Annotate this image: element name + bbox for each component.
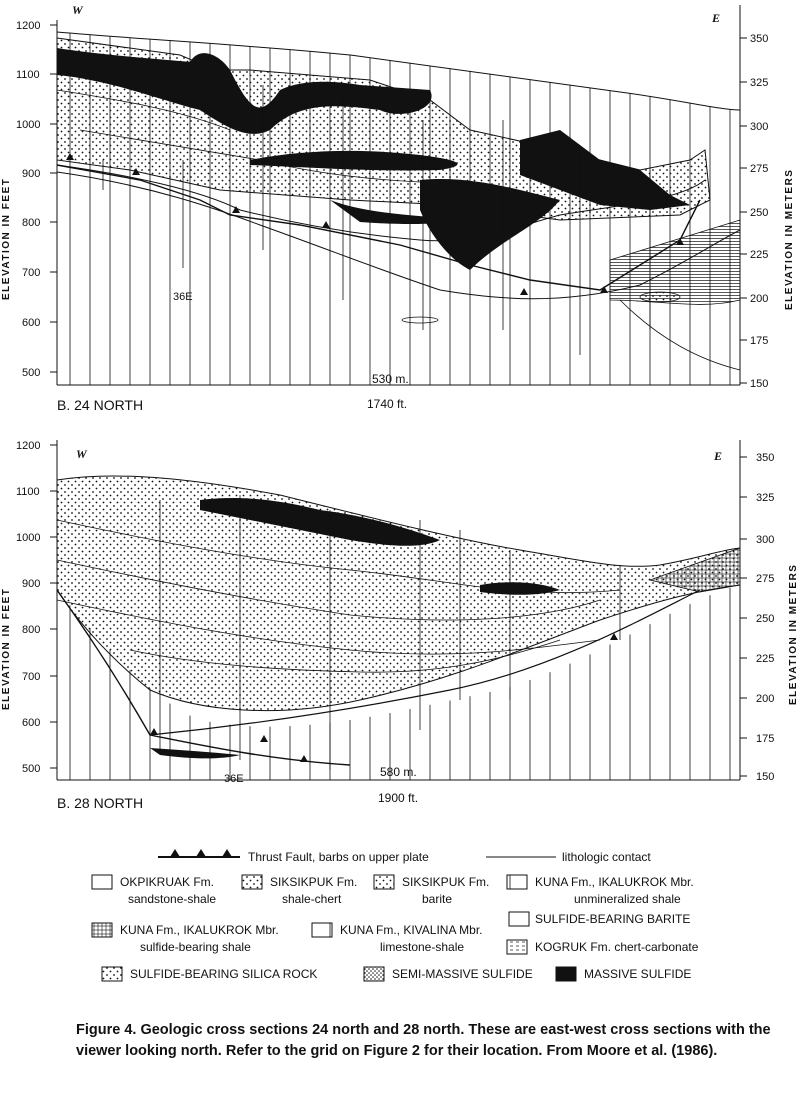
bottom-left-tick-900: 900 xyxy=(22,578,40,590)
right-axis-ticks xyxy=(740,456,747,777)
top-scale-feet: 1740 ft. xyxy=(367,397,407,411)
top-left-tick-800: 800 xyxy=(22,217,40,229)
top-left-tick-600: 600 xyxy=(22,317,40,329)
top-right-tick-300: 300 xyxy=(750,121,768,133)
left-axis-ticks xyxy=(50,24,57,373)
legend-siksikpuk-barite-line2: barite xyxy=(422,892,452,906)
bottom-left-tick-800: 800 xyxy=(22,624,40,636)
figure-caption-text: Geologic cross sections 24 north and 28 … xyxy=(76,1022,771,1059)
legend-thrust-fault: Thrust Fault, barbs on upper plate xyxy=(248,850,429,864)
top-left-tick-1100: 1100 xyxy=(16,69,40,81)
top-left-tick-1000: 1000 xyxy=(16,119,40,131)
bottom-scale-meters: 580 m. xyxy=(380,765,417,779)
figure-caption-label: Figure 4. xyxy=(76,1022,137,1038)
top-left-tick-1200: 1200 xyxy=(16,20,40,32)
legend-kivalina-line1: KUNA Fm., KIVALINA Mbr. xyxy=(340,923,482,937)
legend-siksikpuk-barite-line1: SIKSIKPUK Fm. xyxy=(402,875,489,889)
bottom-right-axis-label: ELEVATION IN METERS xyxy=(788,564,799,705)
legend-siksikpuk-shale-line1: SIKSIKPUK Fm. xyxy=(270,875,357,889)
bottom-left-tick-500: 500 xyxy=(22,763,40,775)
bottom-right-tick-200: 200 xyxy=(756,693,774,705)
swatch-sulfide-barite xyxy=(508,911,530,927)
bottom-right-tick-300: 300 xyxy=(756,534,774,546)
right-axis-ticks xyxy=(740,37,747,384)
bottom-east-label: E xyxy=(713,449,722,463)
legend-semi-massive-sulfide: SEMI-MASSIVE SULFIDE xyxy=(392,967,533,981)
bottom-west-label: W xyxy=(76,447,88,461)
legend: Thrust Fault, barbs on upper plate litho… xyxy=(91,849,699,982)
bottom-geology xyxy=(56,475,741,780)
cross-section-24-north: 1200 1100 1000 900 800 700 600 500 350 3… xyxy=(1,3,795,413)
top-right-axis-label: ELEVATION IN METERS xyxy=(784,169,795,310)
bottom-right-tick-225: 225 xyxy=(756,653,774,665)
top-left-tick-900: 900 xyxy=(22,168,40,180)
left-axis-ticks xyxy=(50,444,57,769)
swatch-massive-sulfide xyxy=(555,966,577,982)
swatch-semi-massive-sulfide xyxy=(363,966,385,982)
cross-section-28-north: 1200 1100 1000 900 800 700 600 500 350 3… xyxy=(1,440,799,811)
top-right-tick-275: 275 xyxy=(750,163,768,175)
legend-sulfide-barite: SULFIDE-BEARING BARITE xyxy=(535,912,690,926)
bottom-right-tick-325: 325 xyxy=(756,492,774,504)
legend-okpikruak-line2: sandstone-shale xyxy=(128,892,216,906)
top-right-tick-150: 150 xyxy=(750,378,768,390)
bottom-drillholes xyxy=(159,495,621,770)
swatch-kogruk xyxy=(506,939,528,955)
swatch-silica-rock xyxy=(101,966,123,982)
legend-kuna-sulfide-shale-line2: sulfide-bearing shale xyxy=(140,940,251,954)
legend-silica-rock: SULFIDE-BEARING SILICA ROCK xyxy=(130,967,317,981)
bottom-right-tick-175: 175 xyxy=(756,733,774,745)
top-right-tick-200: 200 xyxy=(750,293,768,305)
bottom-left-tick-700: 700 xyxy=(22,671,40,683)
top-east-label: E xyxy=(711,11,720,25)
top-left-tick-700: 700 xyxy=(22,267,40,279)
top-left-axis-label: ELEVATION IN FEET xyxy=(1,178,12,300)
bottom-left-tick-600: 600 xyxy=(22,717,40,729)
bottom-section-label: B. 28 NORTH xyxy=(57,795,143,811)
bottom-right-tick-275: 275 xyxy=(756,573,774,585)
top-scale-meters: 530 m. xyxy=(372,372,409,386)
top-right-tick-250: 250 xyxy=(750,207,768,219)
legend-kivalina-line2: limestone-shale xyxy=(380,940,464,954)
swatch-kivalina xyxy=(311,922,333,938)
bottom-right-tick-250: 250 xyxy=(756,613,774,625)
legend-kuna-sulfide-shale-line1: KUNA Fm., IKALUKROK Mbr. xyxy=(120,923,279,937)
bottom-left-tick-1200: 1200 xyxy=(16,440,40,452)
legend-kuna-unmineralized-line1: KUNA Fm., IKALUKROK Mbr. xyxy=(535,875,694,889)
bottom-drillhole-label: 36E xyxy=(224,773,244,785)
top-right-tick-325: 325 xyxy=(750,77,768,89)
swatch-siksikpuk-barite xyxy=(373,874,395,890)
bottom-right-tick-350: 350 xyxy=(756,452,774,464)
top-thrust-barbs xyxy=(66,153,684,295)
swatch-okpikruak xyxy=(91,874,113,890)
top-left-tick-500: 500 xyxy=(22,367,40,379)
top-section-label: B. 24 NORTH xyxy=(57,397,143,413)
top-right-tick-175: 175 xyxy=(750,335,768,347)
top-right-tick-350: 350 xyxy=(750,33,768,45)
legend-kuna-unmineralized-line2: unmineralized shale xyxy=(574,892,681,906)
bottom-left-axis-label: ELEVATION IN FEET xyxy=(1,588,12,710)
swatch-kuna-unmineralized xyxy=(506,874,528,890)
figure-caption: Figure 4. Geologic cross sections 24 nor… xyxy=(76,1020,776,1062)
top-west-label: W xyxy=(72,3,84,17)
top-geology xyxy=(56,31,741,385)
top-drillhole-label: 36E xyxy=(173,291,193,303)
bottom-right-tick-150: 150 xyxy=(756,771,774,783)
bottom-scale-feet: 1900 ft. xyxy=(378,791,418,805)
swatch-kuna-sulfide-shale xyxy=(91,922,113,938)
bottom-left-tick-1100: 1100 xyxy=(16,486,40,498)
legend-siksikpuk-shale-line2: shale-chert xyxy=(282,892,342,906)
top-drillholes xyxy=(102,85,651,355)
top-right-tick-225: 225 xyxy=(750,249,768,261)
legend-okpikruak-line1: OKPIKRUAK Fm. xyxy=(120,875,214,889)
swatch-siksikpuk-shale xyxy=(241,874,263,890)
legend-kogruk: KOGRUK Fm. chert-carbonate xyxy=(535,940,699,954)
bottom-left-tick-1000: 1000 xyxy=(16,532,40,544)
legend-lithologic-contact: lithologic contact xyxy=(562,850,651,864)
legend-massive-sulfide: MASSIVE SULFIDE xyxy=(584,967,691,981)
bottom-thrust-barbs xyxy=(150,633,618,762)
